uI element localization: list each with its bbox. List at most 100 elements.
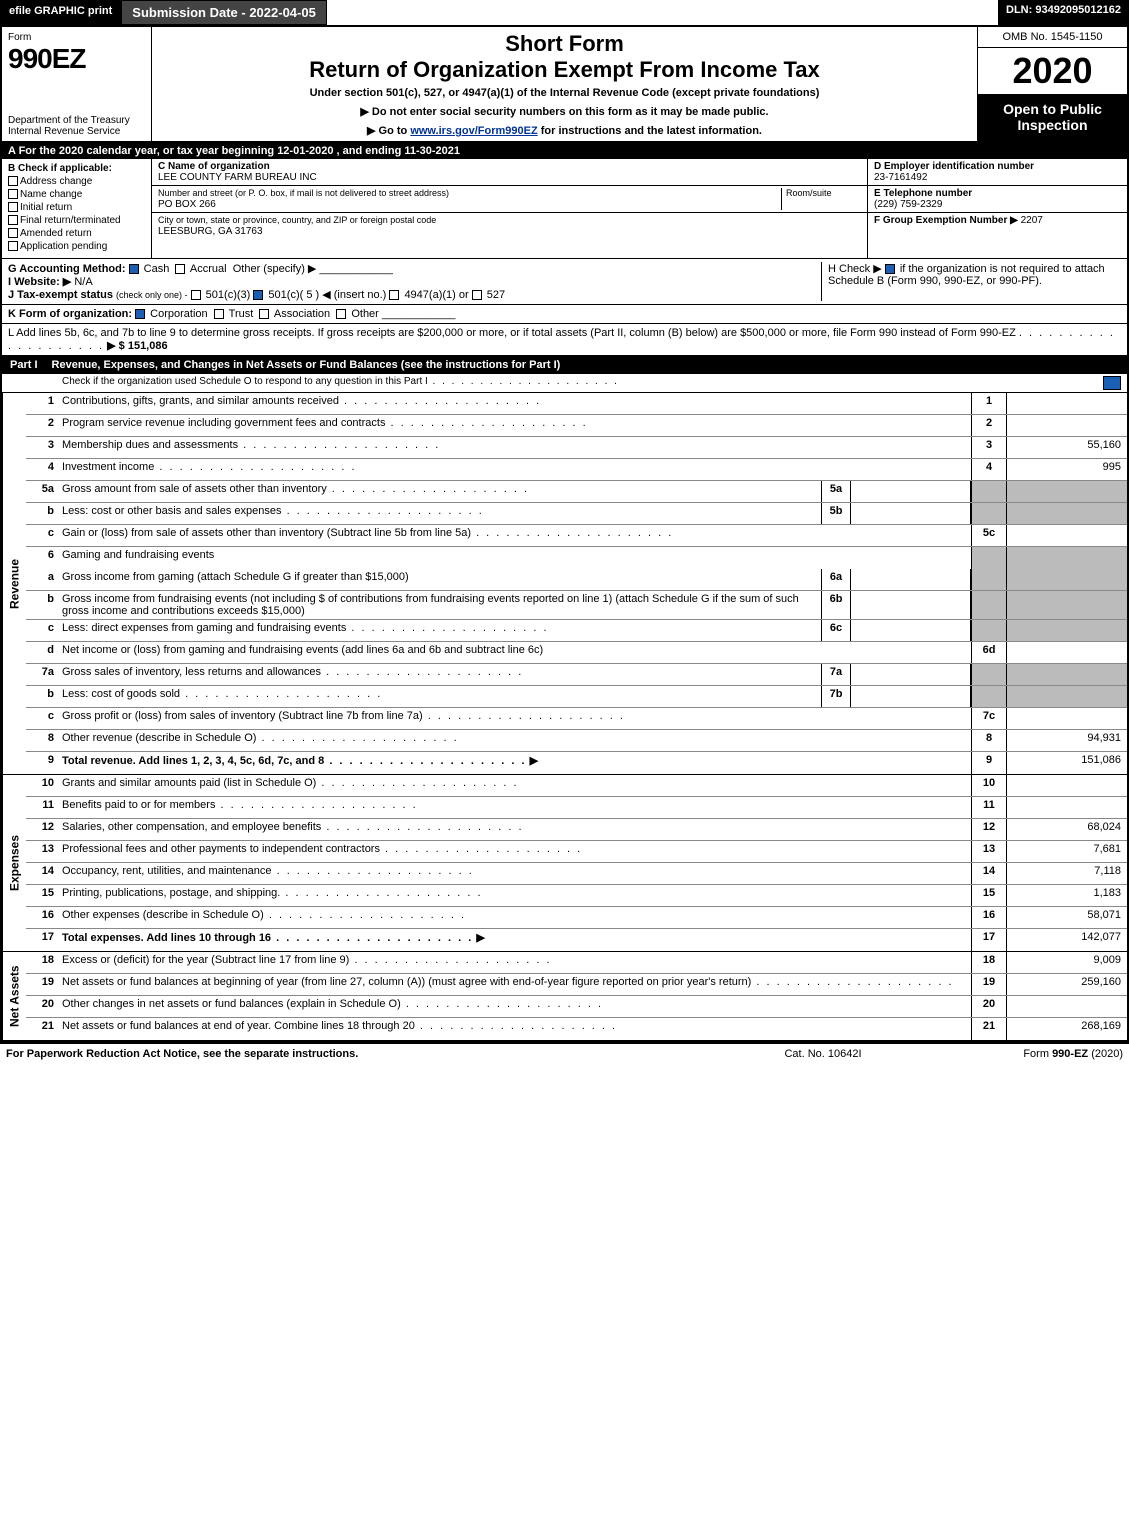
j-o1: 501(c)(3) <box>206 289 251 301</box>
h-box: H Check ▶ if the organization is not req… <box>821 262 1121 301</box>
l6c-mid <box>851 620 971 641</box>
l5c-desc: Gain or (loss) from sale of assets other… <box>62 527 471 539</box>
l6d-val <box>1007 642 1127 663</box>
accrual-label: Accrual <box>190 263 227 275</box>
chk-initial-return[interactable]: Initial return <box>8 202 145 213</box>
open-inspection: Open to Public Inspection <box>978 95 1127 141</box>
form-number: 990EZ <box>8 43 86 74</box>
l21-val: 268,169 <box>1007 1018 1127 1040</box>
col-b-check: B Check if applicable: Address change Na… <box>2 159 152 258</box>
l14-desc: Occupancy, rent, utilities, and maintena… <box>62 865 272 877</box>
l7b-mid <box>851 686 971 707</box>
chk-4947[interactable] <box>389 290 399 300</box>
l7a-mid <box>851 664 971 685</box>
expenses-section: Expenses 10Grants and similar amounts pa… <box>2 775 1127 952</box>
chk-final-return[interactable]: Final return/terminated <box>8 215 145 226</box>
j-label: J Tax-exempt status <box>8 289 113 301</box>
chk-501c[interactable] <box>253 290 263 300</box>
chk-527[interactable] <box>472 290 482 300</box>
l20-desc: Other changes in net assets or fund bala… <box>62 998 401 1010</box>
l10-val <box>1007 775 1127 796</box>
l6-desc: Gaming and fundraising events <box>62 549 214 561</box>
chk-application-pending[interactable]: Application pending <box>8 241 145 252</box>
k-o3: Association <box>274 308 330 320</box>
chk-name-change[interactable]: Name change <box>8 189 145 200</box>
col-d-ids: D Employer identification number 23-7161… <box>867 159 1127 258</box>
l21-desc: Net assets or fund balances at end of ye… <box>62 1020 415 1032</box>
website-value: N/A <box>74 276 92 288</box>
efile-print-button[interactable]: efile GRAPHIC print <box>0 0 121 25</box>
header-mid: Short Form Return of Organization Exempt… <box>152 27 977 141</box>
page-footer: For Paperwork Reduction Act Notice, see … <box>0 1043 1129 1064</box>
l3-desc: Membership dues and assessments <box>62 439 238 451</box>
chk-trust[interactable] <box>214 309 224 319</box>
form-990ez: Form 990EZ Department of the Treasury In… <box>0 25 1129 1043</box>
group-exempt-label: F Group Exemption Number ▶ <box>874 215 1018 226</box>
part1-title: Revenue, Expenses, and Changes in Net As… <box>46 356 1127 374</box>
chk-corp[interactable] <box>135 309 145 319</box>
k-o1: Corporation <box>150 308 207 320</box>
l7c-desc: Gross profit or (loss) from sales of inv… <box>62 710 423 722</box>
chk-address-change[interactable]: Address change <box>8 176 145 187</box>
part1-tag: Part I <box>2 356 46 374</box>
return-title: Return of Organization Exempt From Incom… <box>160 57 969 83</box>
chk-accrual[interactable] <box>175 264 185 274</box>
chk-cash[interactable] <box>129 264 139 274</box>
l12-desc: Salaries, other compensation, and employ… <box>62 821 321 833</box>
k-o4: Other <box>351 308 379 320</box>
l14-val: 7,118 <box>1007 863 1127 884</box>
l9-desc: Total revenue. Add lines 1, 2, 3, 4, 5c,… <box>62 755 324 767</box>
l1-desc: Contributions, gifts, grants, and simila… <box>62 395 339 407</box>
c-addr-label: Number and street (or P. O. box, if mail… <box>158 188 449 198</box>
l7c-val <box>1007 708 1127 729</box>
l6a-mid <box>851 569 971 590</box>
l18-desc: Excess or (deficit) for the year (Subtra… <box>62 954 349 966</box>
l16-desc: Other expenses (describe in Schedule O) <box>62 909 264 921</box>
goto-suffix: for instructions and the latest informat… <box>538 125 762 137</box>
l2-desc: Program service revenue including govern… <box>62 417 385 429</box>
l5b-mid <box>851 503 971 524</box>
revenue-side-label: Revenue <box>2 393 26 774</box>
l1-val <box>1007 393 1127 414</box>
l10-desc: Grants and similar amounts paid (list in… <box>62 777 316 789</box>
l11-desc: Benefits paid to or for members <box>62 799 215 811</box>
chk-amended-return[interactable]: Amended return <box>8 228 145 239</box>
h-text1: H Check ▶ <box>828 263 882 275</box>
irs-link[interactable]: www.irs.gov/Form990EZ <box>410 125 537 137</box>
cash-label: Cash <box>144 263 170 275</box>
l5c-val <box>1007 525 1127 546</box>
header-right: OMB No. 1545-1150 2020 Open to Public In… <box>977 27 1127 141</box>
chk-schedule-o[interactable] <box>1103 376 1121 390</box>
l19-val: 259,160 <box>1007 974 1127 995</box>
part1-sub: Check if the organization used Schedule … <box>2 374 1127 393</box>
ssn-note: ▶ Do not enter social security numbers o… <box>160 105 969 118</box>
chk-h[interactable] <box>885 264 895 274</box>
l13-val: 7,681 <box>1007 841 1127 862</box>
group-exempt-value: 2207 <box>1021 215 1043 226</box>
chk-other-org[interactable] <box>336 309 346 319</box>
c-name-label: C Name of organization <box>158 161 270 172</box>
j-o4: 527 <box>487 289 505 301</box>
row-gh: G Accounting Method: Cash Accrual Other … <box>2 259 1127 305</box>
part1-header: Part I Revenue, Expenses, and Changes in… <box>2 356 1127 374</box>
row-l: L Add lines 5b, 6c, and 7b to line 9 to … <box>2 324 1127 356</box>
org-address: PO BOX 266 <box>158 199 216 210</box>
top-bar: efile GRAPHIC print Submission Date - 20… <box>0 0 1129 25</box>
l6d-desc: Net income or (loss) from gaming and fun… <box>62 644 543 656</box>
form-word: Form <box>8 32 31 43</box>
j-o2: 501(c)( 5 ) ◀ (insert no.) <box>268 289 386 301</box>
l19-desc: Net assets or fund balances at beginning… <box>62 976 751 988</box>
header-left: Form 990EZ Department of the Treasury In… <box>2 27 152 141</box>
l17-val: 142,077 <box>1007 929 1127 951</box>
goto-note: ▶ Go to www.irs.gov/Form990EZ for instru… <box>160 124 969 137</box>
b-header: B Check if applicable: <box>8 163 145 174</box>
tel-value: (229) 759-2329 <box>874 199 942 210</box>
l4-desc: Investment income <box>62 461 154 473</box>
chk-501c3[interactable] <box>191 290 201 300</box>
ein-value: 23-7161492 <box>874 172 927 183</box>
chk-assoc[interactable] <box>259 309 269 319</box>
l5a-mid <box>851 481 971 502</box>
room-label: Room/suite <box>786 188 832 198</box>
tax-year: 2020 <box>978 48 1127 95</box>
k-label: K Form of organization: <box>8 308 132 320</box>
